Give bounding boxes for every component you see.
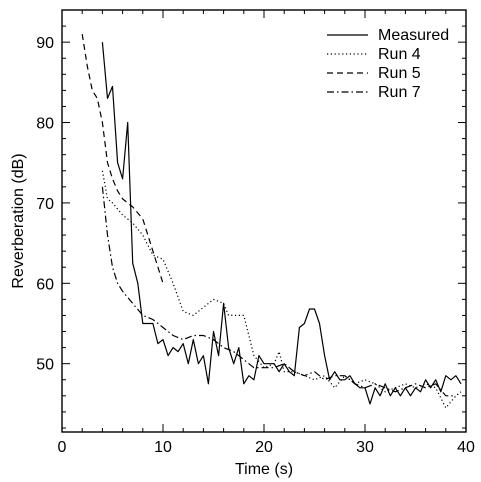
series-line-run-7 (101, 186, 456, 397)
legend-label-measured: Measured (378, 27, 449, 44)
series-line-run-4 (101, 170, 462, 409)
y-tick-label: 70 (36, 196, 54, 213)
x-axis-title: Time (s) (235, 461, 293, 478)
legend: Measured Run 4 Run 5 Run 7 (327, 27, 449, 101)
legend-label-run-5: Run 5 (378, 65, 421, 82)
x-tick-label: 0 (58, 439, 67, 456)
y-tick-label: 50 (36, 357, 54, 374)
x-tick-label: 10 (154, 439, 172, 456)
y-tick-label: 90 (36, 35, 54, 52)
y-tick-label: 80 (36, 116, 54, 133)
plot-frame (61, 9, 467, 433)
x-tick-label: 20 (255, 439, 273, 456)
y-tick-label: 60 (36, 276, 54, 293)
legend-label-run-7: Run 7 (378, 84, 421, 101)
series-line-measured (101, 42, 462, 405)
series-layer (81, 34, 462, 409)
legend-label-run-4: Run 4 (378, 46, 421, 63)
x-tick-label: 40 (457, 439, 475, 456)
y-axis-title: Reverberation (dB) (10, 153, 27, 288)
ticks-layer: 0 10 20 30 40 50 60 70 80 90 (36, 9, 475, 456)
x-tick-label: 30 (356, 439, 374, 456)
series-line-run-5 (81, 34, 164, 284)
